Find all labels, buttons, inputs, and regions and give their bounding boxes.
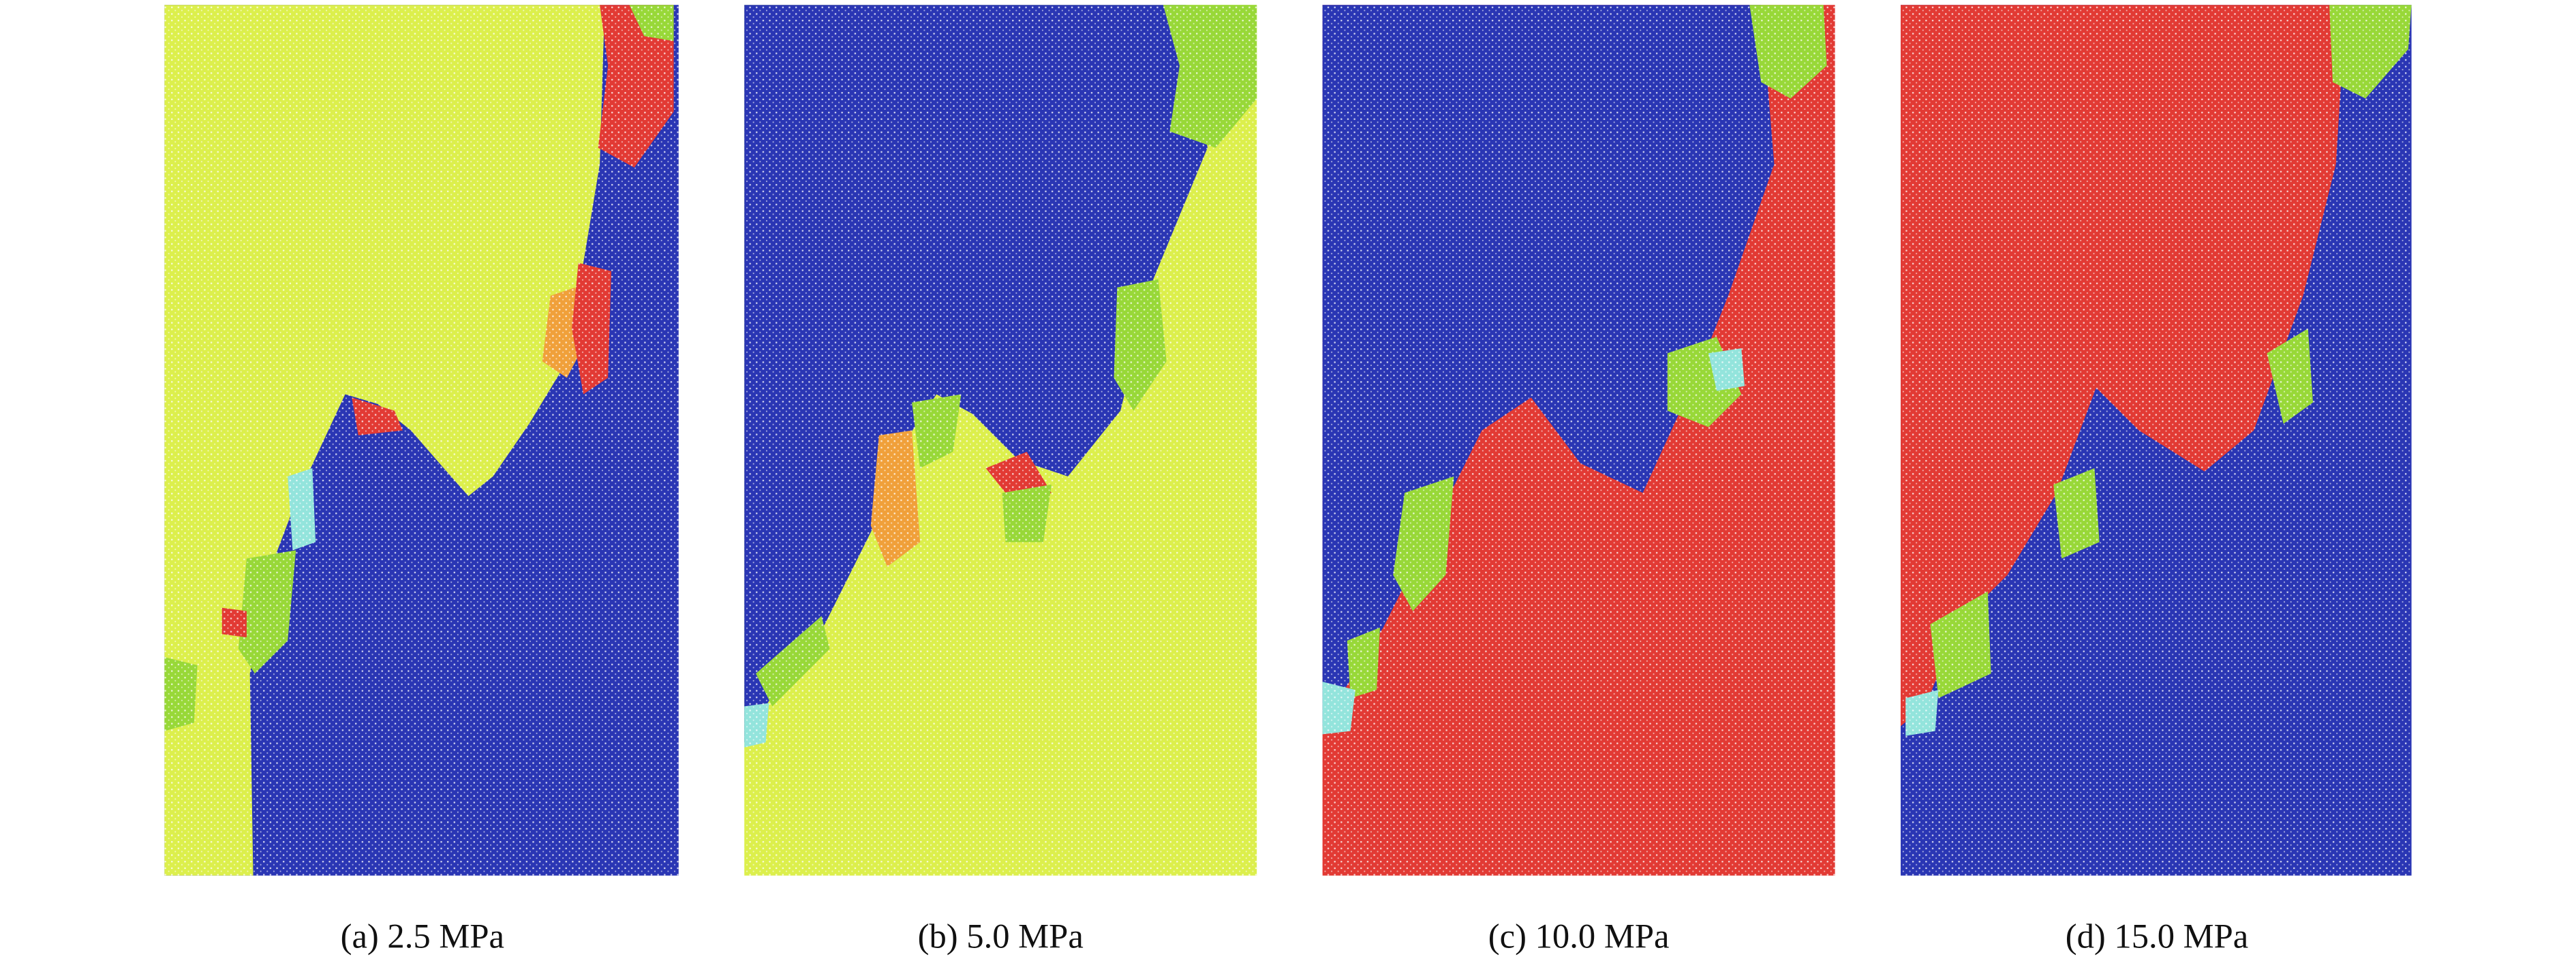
particle-texture xyxy=(164,5,679,876)
panel-d xyxy=(1901,5,2412,876)
panel-a xyxy=(164,5,679,876)
panel-c xyxy=(1322,5,1835,876)
particle-texture xyxy=(1322,5,1835,876)
particle-texture xyxy=(1901,5,2412,876)
panel-b xyxy=(744,5,1257,876)
panel-caption: (d) 15.0 MPa xyxy=(2066,917,2249,955)
panel-caption: (a) 2.5 MPa xyxy=(341,917,504,955)
panel-caption: (c) 10.0 MPa xyxy=(1488,917,1670,955)
particle-texture xyxy=(744,5,1257,876)
panel-caption: (b) 5.0 MPa xyxy=(918,917,1084,955)
